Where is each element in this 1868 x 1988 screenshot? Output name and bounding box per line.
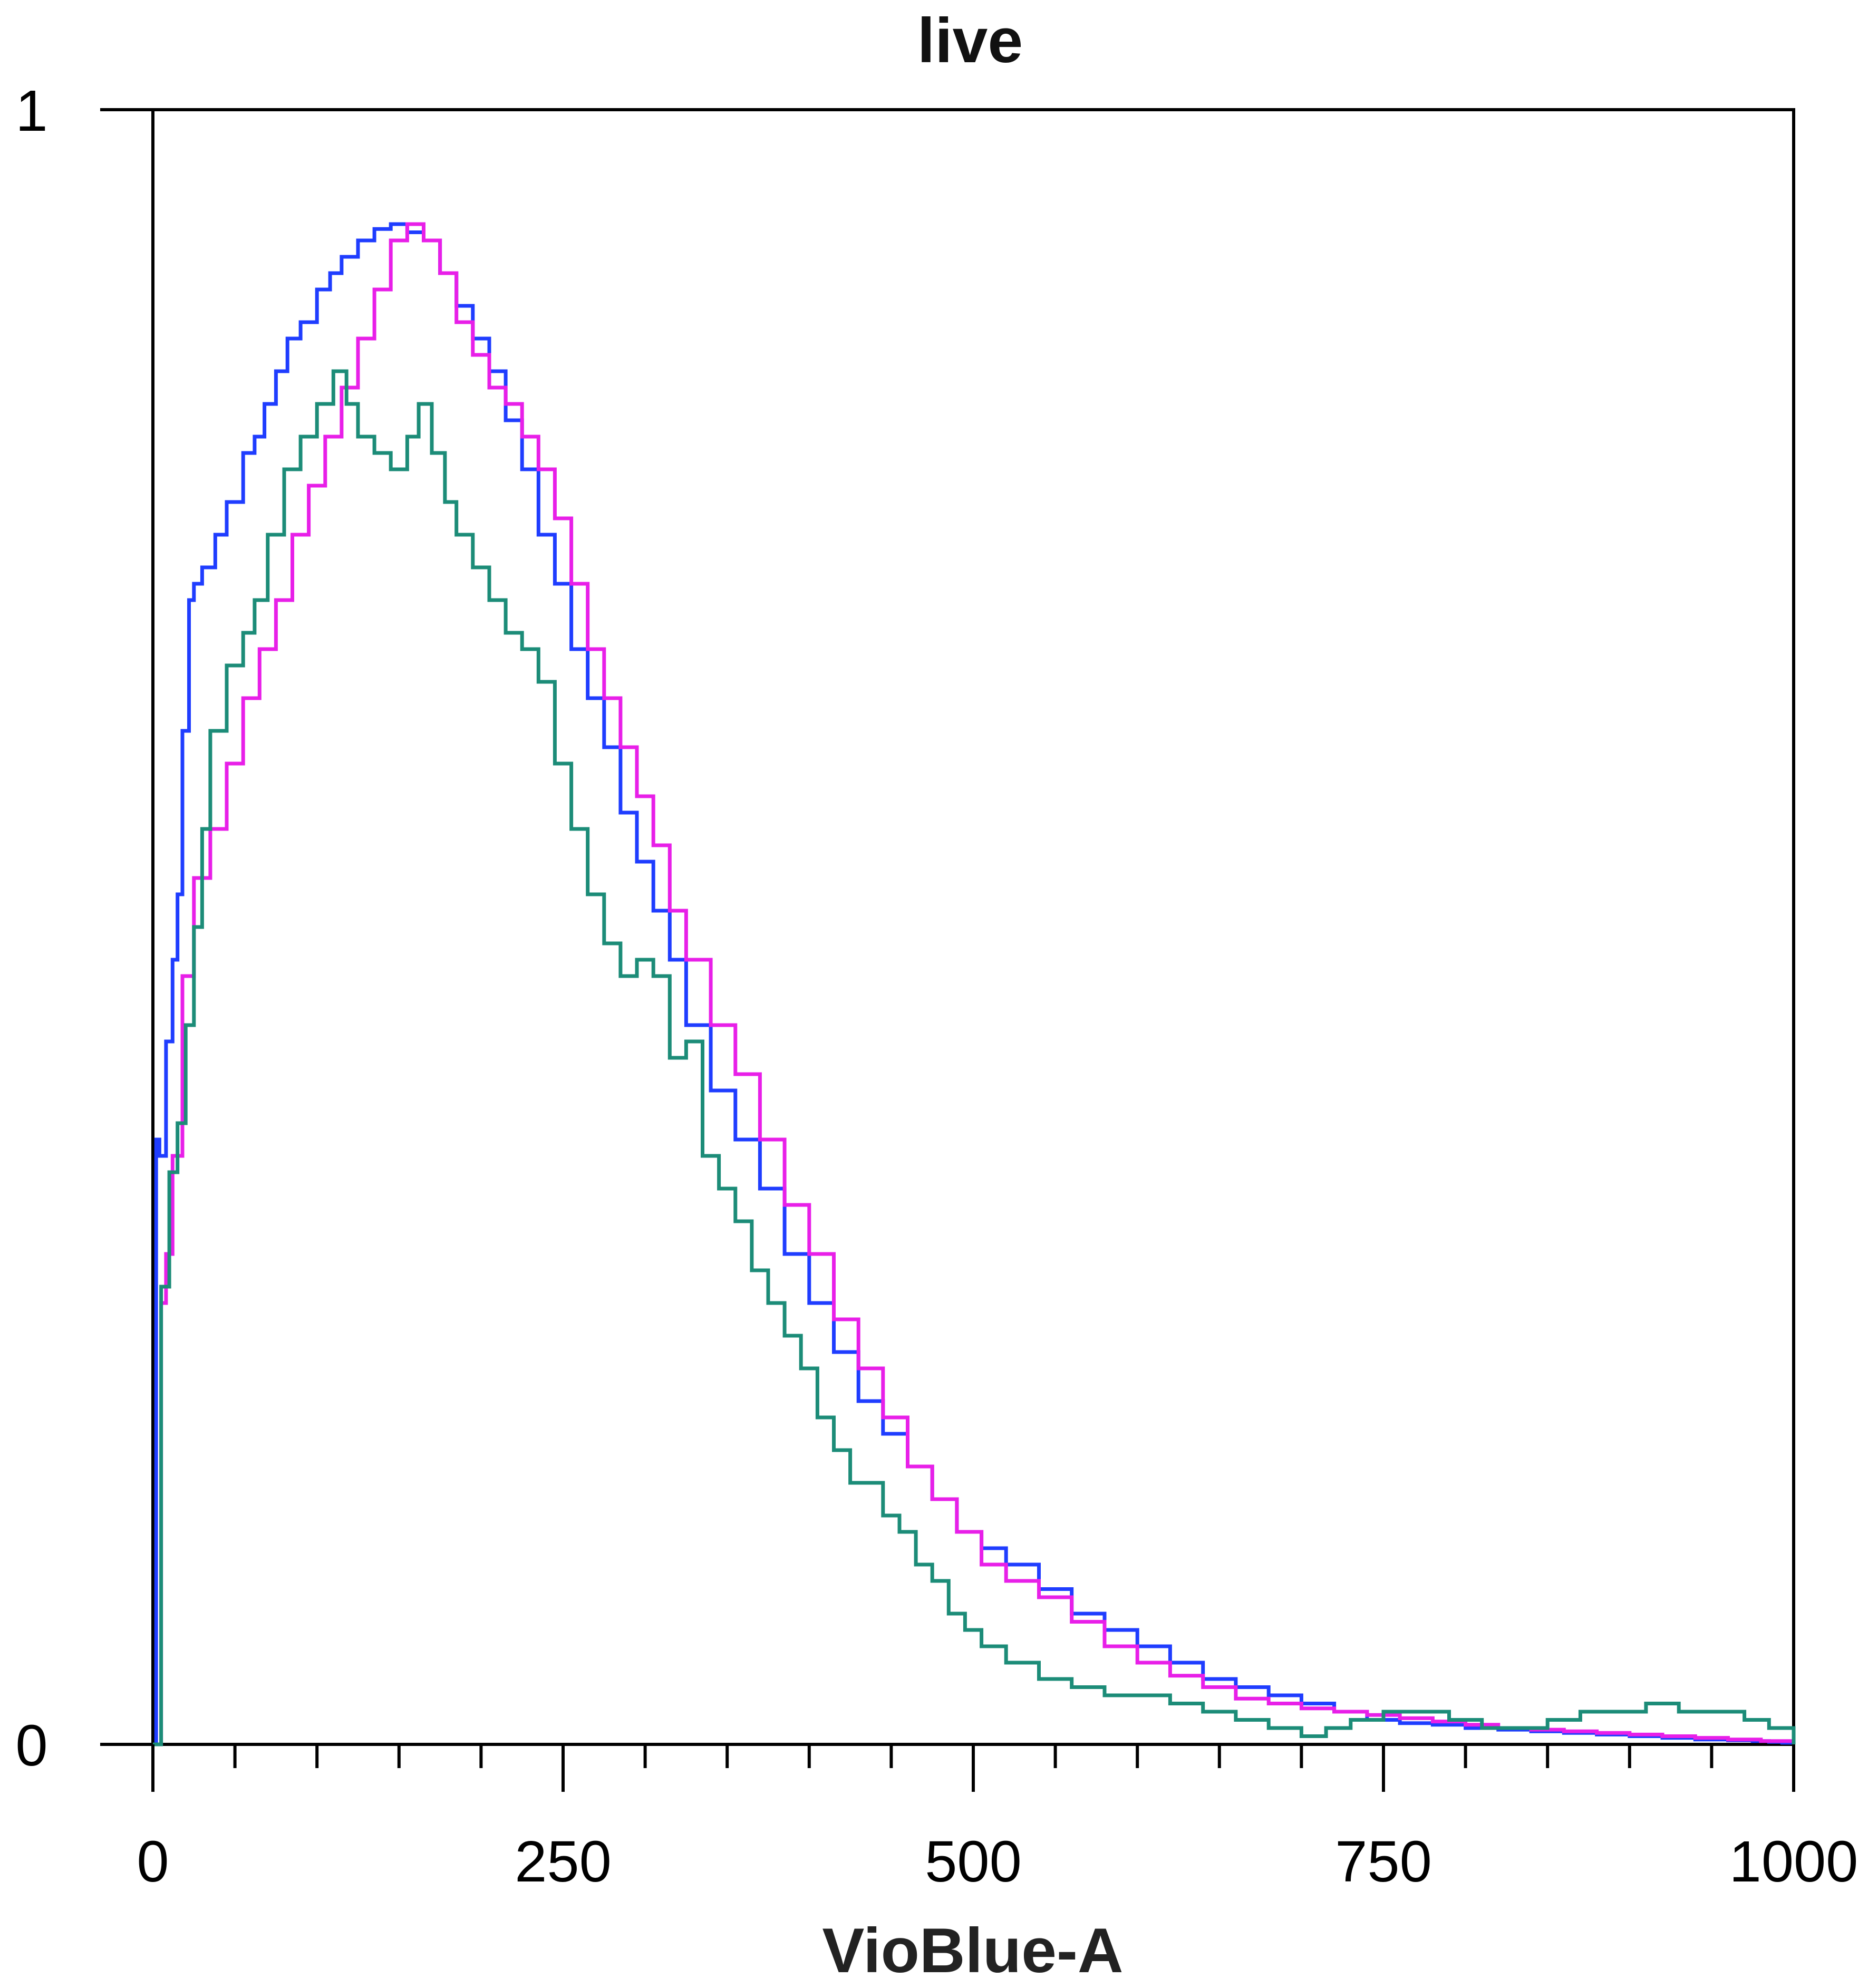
y-tick-label: 1 [15,79,47,143]
y-tick-label: 0 [15,1713,47,1778]
plot-frame [151,108,1795,1746]
series-line-3 [153,369,1796,1746]
x-axis-label: VioBlue-A [822,1915,1123,1986]
chart-title: live [917,5,1023,76]
x-tick-label: 250 [515,1829,612,1894]
x-tick-label: 1000 [1729,1829,1859,1894]
x-tick-label: 500 [925,1829,1022,1894]
series-line-1 [153,222,1796,1746]
series-layer [153,222,1796,1746]
x-tick-label: 0 [137,1829,169,1894]
plot-area [151,108,1795,1746]
series-line-2 [153,222,1796,1746]
x-tick-label: 750 [1335,1829,1432,1894]
axis-layer: 0 250 500 750 1000 0 1 [15,79,1858,1894]
